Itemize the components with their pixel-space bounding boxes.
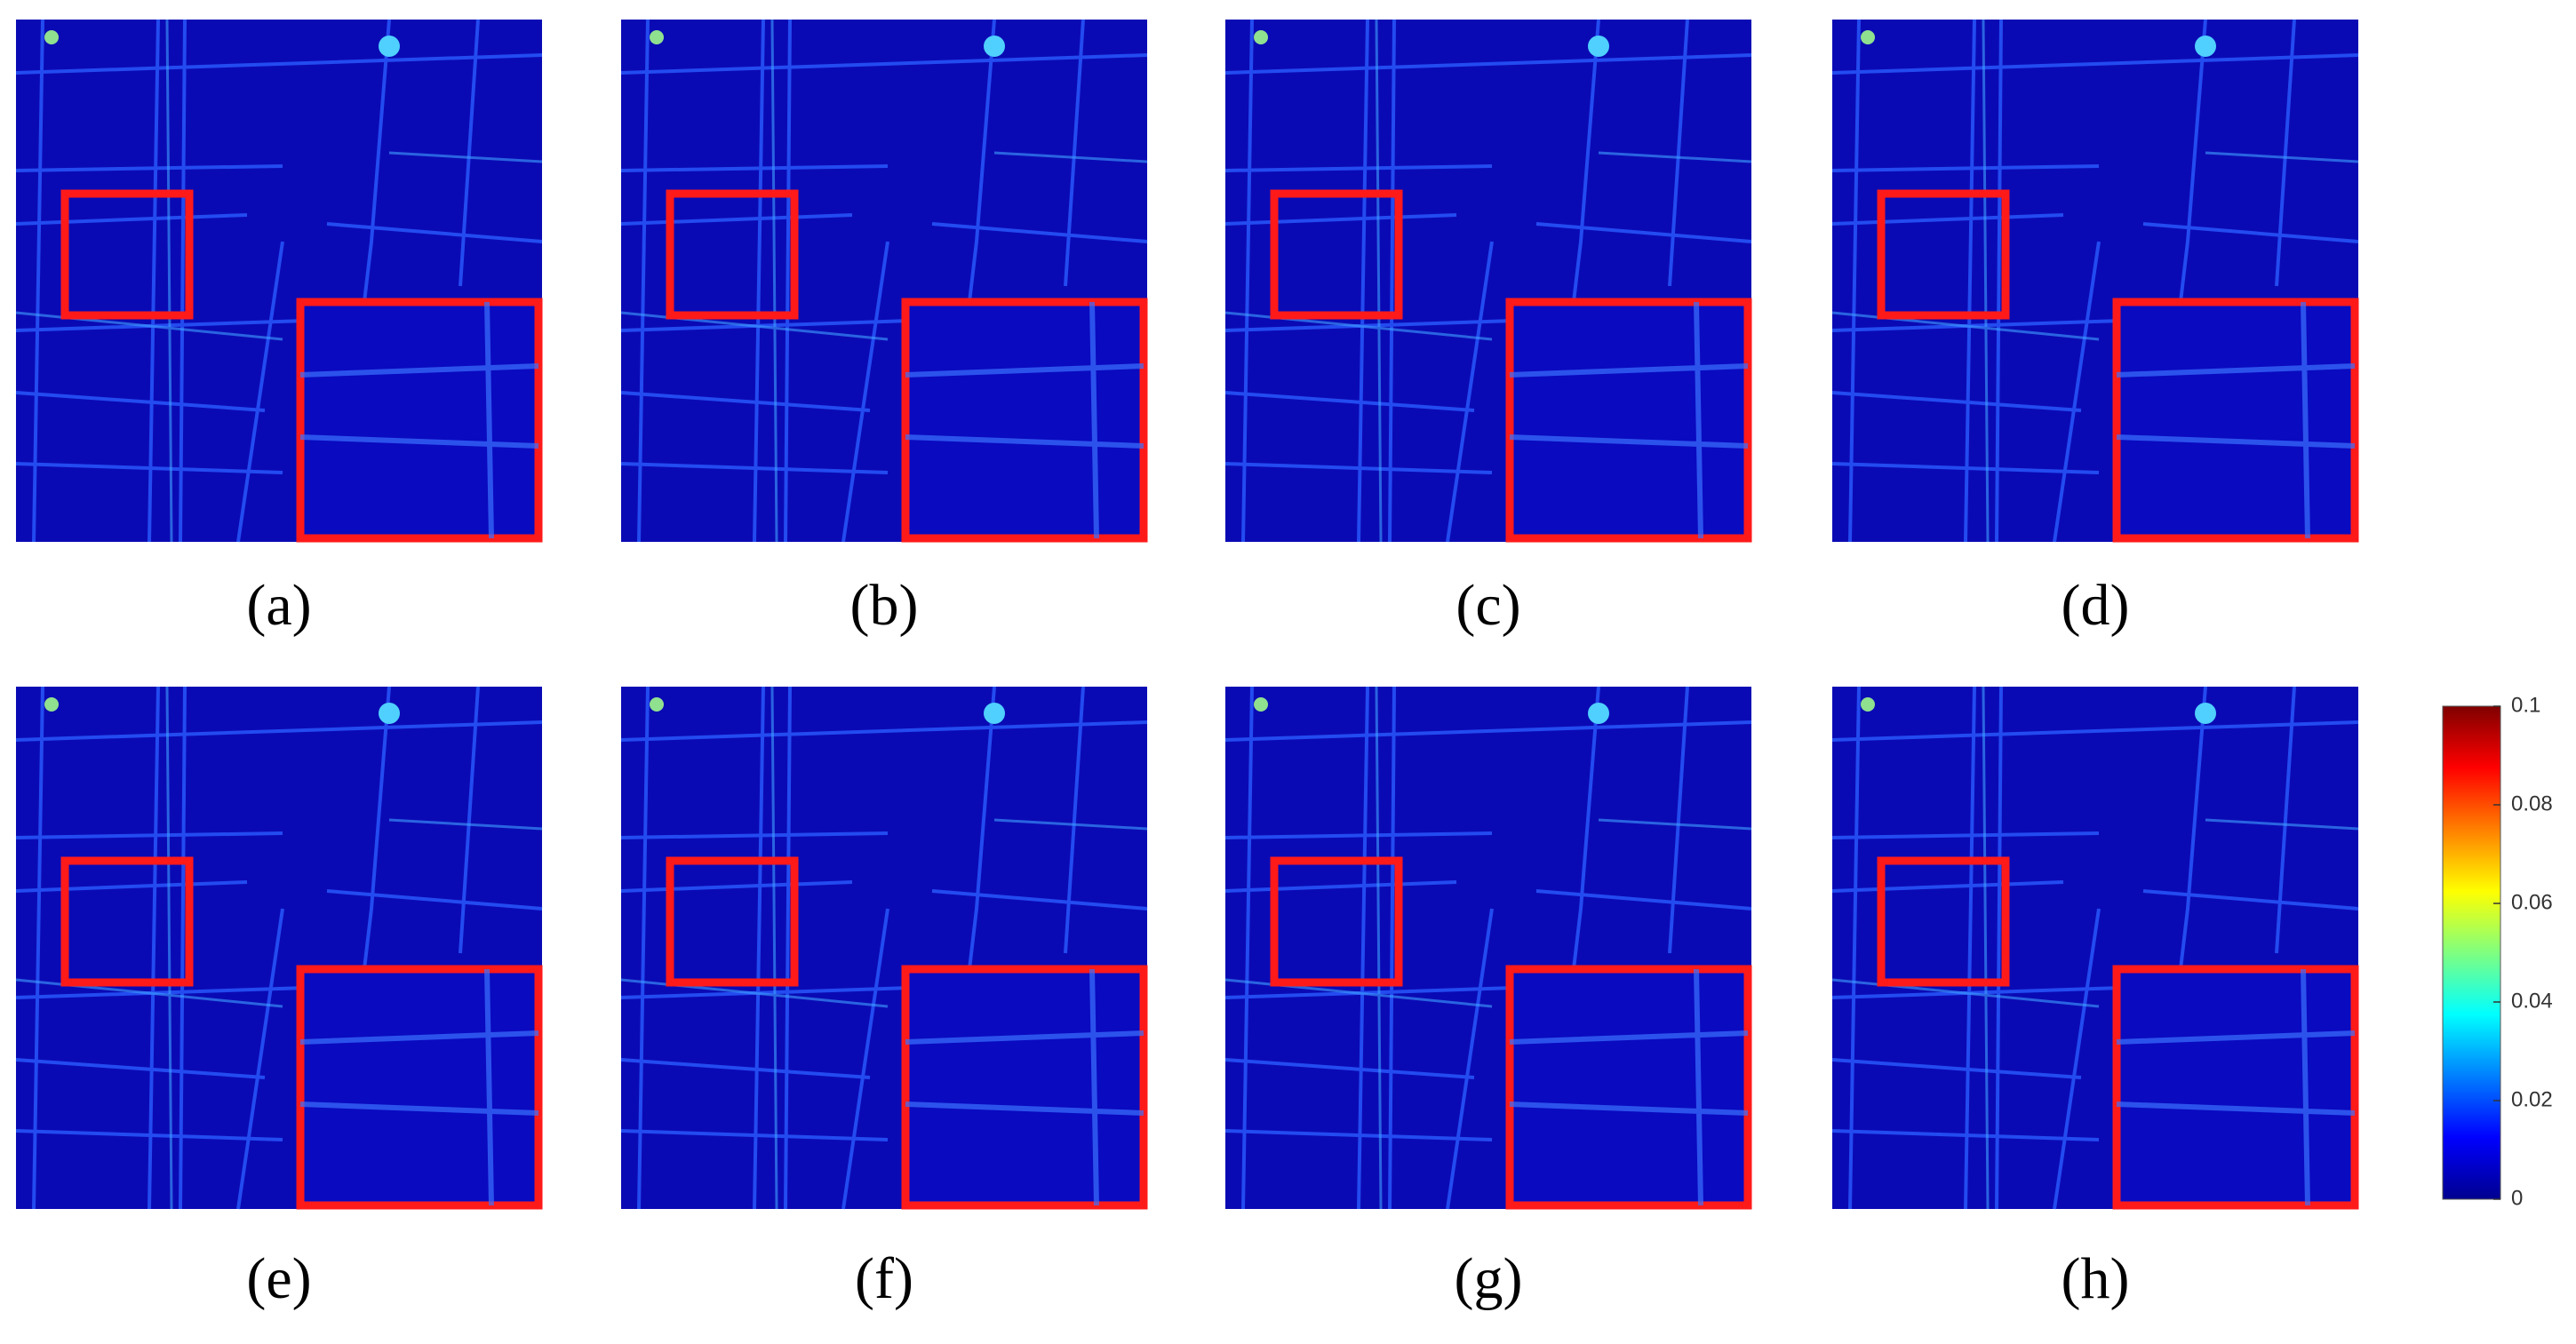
- zoom-inset-fill: [901, 298, 1148, 543]
- panel: [619, 18, 1149, 544]
- zoom-inset-detail: [2116, 301, 2356, 539]
- zoom-region-box: [60, 189, 194, 320]
- zoom-inset-detail: [299, 968, 539, 1206]
- panel-label: (a): [246, 573, 311, 638]
- zoom-region-box: [666, 856, 799, 987]
- zoom-region-box: [666, 189, 799, 320]
- panel: [619, 685, 1149, 1211]
- colorbar-tick-label: 0.02: [2511, 1087, 2553, 1111]
- panel-label: (e): [246, 1246, 311, 1311]
- zoom-inset-fill: [296, 298, 543, 543]
- zoom-region-box: [60, 856, 194, 987]
- panel-label: (b): [850, 573, 919, 638]
- panel-label: (d): [2062, 573, 2130, 638]
- zoom-inset-fill: [296, 965, 543, 1210]
- zoom-inset-detail: [299, 301, 539, 539]
- panel-label: (h): [2062, 1246, 2130, 1311]
- zoom-inset-detail: [905, 301, 1144, 539]
- zoom-inset-fill: [2112, 298, 2359, 543]
- panel: [1224, 685, 1753, 1211]
- zoom-inset-detail: [905, 968, 1144, 1206]
- panel: [14, 18, 544, 544]
- panel-label: (c): [1455, 573, 1520, 638]
- colorbar-tick-label: 0.04: [2511, 989, 2553, 1013]
- zoom-inset-fill: [1505, 965, 1752, 1210]
- zoom-inset-detail: [2116, 968, 2356, 1206]
- panel: [14, 685, 544, 1211]
- colorbar-tick-label: 0: [2511, 1186, 2523, 1210]
- colorbar-tick-label: 0.1: [2511, 693, 2540, 717]
- zoom-inset-fill: [2112, 965, 2359, 1210]
- zoom-inset-fill: [901, 965, 1148, 1210]
- panel: [1830, 18, 2360, 544]
- zoom-region-box: [1877, 189, 2010, 320]
- zoom-inset-detail: [1509, 968, 1749, 1206]
- zoom-region-box: [1270, 189, 1403, 320]
- zoom-region-box: [1877, 856, 2010, 987]
- colorbar-tick-label: 0.06: [2511, 890, 2553, 914]
- panel-label: (f): [855, 1246, 913, 1311]
- panel-label: (g): [1455, 1246, 1523, 1311]
- zoom-region-box: [1270, 856, 1403, 987]
- panel: [1830, 685, 2360, 1211]
- colorbar-tick-label: 0.08: [2511, 791, 2553, 815]
- colorbar: [2442, 705, 2501, 1200]
- panel: [1224, 18, 1753, 544]
- zoom-inset-detail: [1509, 301, 1749, 539]
- zoom-inset-fill: [1505, 298, 1752, 543]
